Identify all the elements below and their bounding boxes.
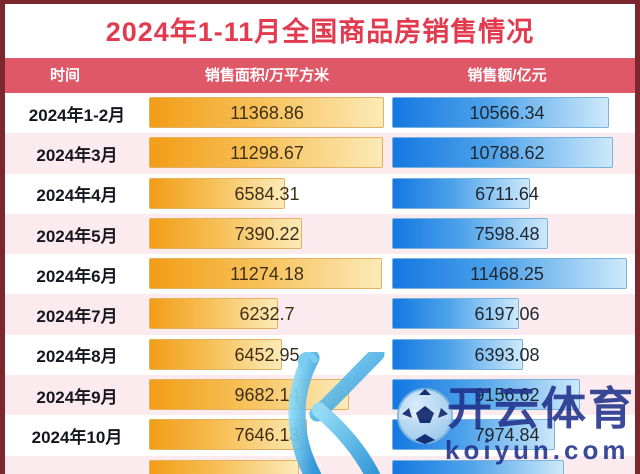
- amount-value: 10788.62: [469, 143, 545, 164]
- column-header-amount: 销售额/亿元: [467, 67, 547, 84]
- area-bar: [149, 258, 383, 290]
- row-time-label: 2024年1-2月: [28, 105, 126, 125]
- area-value: [149, 456, 385, 474]
- area-value: 11274.18: [230, 264, 304, 285]
- table-row: 2024年8月 6452.95 6393.08: [5, 334, 635, 376]
- row-time-label: 2024年10月: [31, 428, 123, 448]
- table-row: 2024年5月 7390.22 7598.48: [5, 213, 635, 255]
- amount-value: 9156.62: [474, 385, 540, 406]
- area-bar: [149, 419, 308, 451]
- area-bar: [149, 298, 278, 330]
- table-body: 2024年1-2月 11368.86 10566.34 2024年3月 11298.67…: [5, 93, 635, 474]
- area-value: 9682.14: [234, 385, 300, 406]
- area-bar: [149, 137, 383, 169]
- table-row: 2024年7月 6232.7 6197.06: [5, 294, 635, 335]
- row-time-label: 2024年4月: [36, 186, 118, 206]
- row-time-label: 2024年3月: [36, 145, 118, 165]
- amount-value: 6711.64: [475, 183, 539, 204]
- area-bar: [149, 338, 283, 370]
- amount-value: 7598.48: [474, 223, 540, 244]
- row-time-label: 2024年5月: [36, 226, 118, 246]
- amount-bar: [392, 338, 523, 370]
- column-header-time: 时间: [49, 67, 80, 84]
- amount-bar: [392, 298, 519, 330]
- row-time-label: 2024年9月: [36, 387, 118, 407]
- area-bar: [149, 177, 286, 209]
- area-value: 11368.86: [230, 103, 304, 123]
- table-row: 2024年6月 11274.18 11468.25: [5, 254, 635, 295]
- table-header: 时间 销售面积/万平方米 销售额/亿元: [5, 58, 635, 93]
- area-value: 6232.7: [239, 304, 295, 325]
- table-row: 2024年9月 9682.14 9156.62: [5, 375, 635, 416]
- amount-bar: [392, 459, 564, 474]
- table-row: 2024年4月 6584.31 6711.64: [5, 173, 635, 214]
- area-bar: [149, 97, 384, 128]
- amount-value: 10566.34: [469, 103, 545, 123]
- row-time-label: 2024年7月: [36, 307, 118, 327]
- area-value: 7390.22: [234, 223, 300, 244]
- amount-bar: [392, 258, 627, 290]
- area-value: 6452.95: [234, 344, 300, 365]
- table-row: [5, 455, 635, 474]
- area-bar: [149, 217, 302, 249]
- area-value: 6584.31: [234, 183, 300, 204]
- row-time-label: 2024年8月: [36, 347, 118, 367]
- row-time-label: 2024年6月: [36, 266, 118, 286]
- row-time-label: [5, 456, 149, 474]
- area-value: 7646.13: [234, 425, 300, 446]
- amount-bar: [392, 217, 548, 249]
- amount-value: 6197.06: [474, 304, 540, 325]
- amount-bar: [392, 177, 530, 209]
- amount-bar: [392, 97, 609, 128]
- page-title: 2024年1-11月全国商品房销售情况: [5, 4, 635, 58]
- table-row: 2024年1-2月 11368.86 10566.34: [5, 93, 635, 134]
- amount-value: 6393.08: [474, 344, 540, 365]
- table-row: 2024年10月 7646.13 7974.84: [5, 415, 635, 456]
- amount-value: [392, 456, 622, 474]
- amount-value: 11468.25: [470, 264, 544, 285]
- amount-bar: [392, 137, 614, 169]
- area-value: 11298.67: [230, 143, 304, 164]
- column-header-area: 销售面积/万平方米: [204, 67, 330, 84]
- table-row: 2024年3月 11298.67 10788.62: [5, 133, 635, 174]
- amount-value: 7974.84: [474, 425, 540, 446]
